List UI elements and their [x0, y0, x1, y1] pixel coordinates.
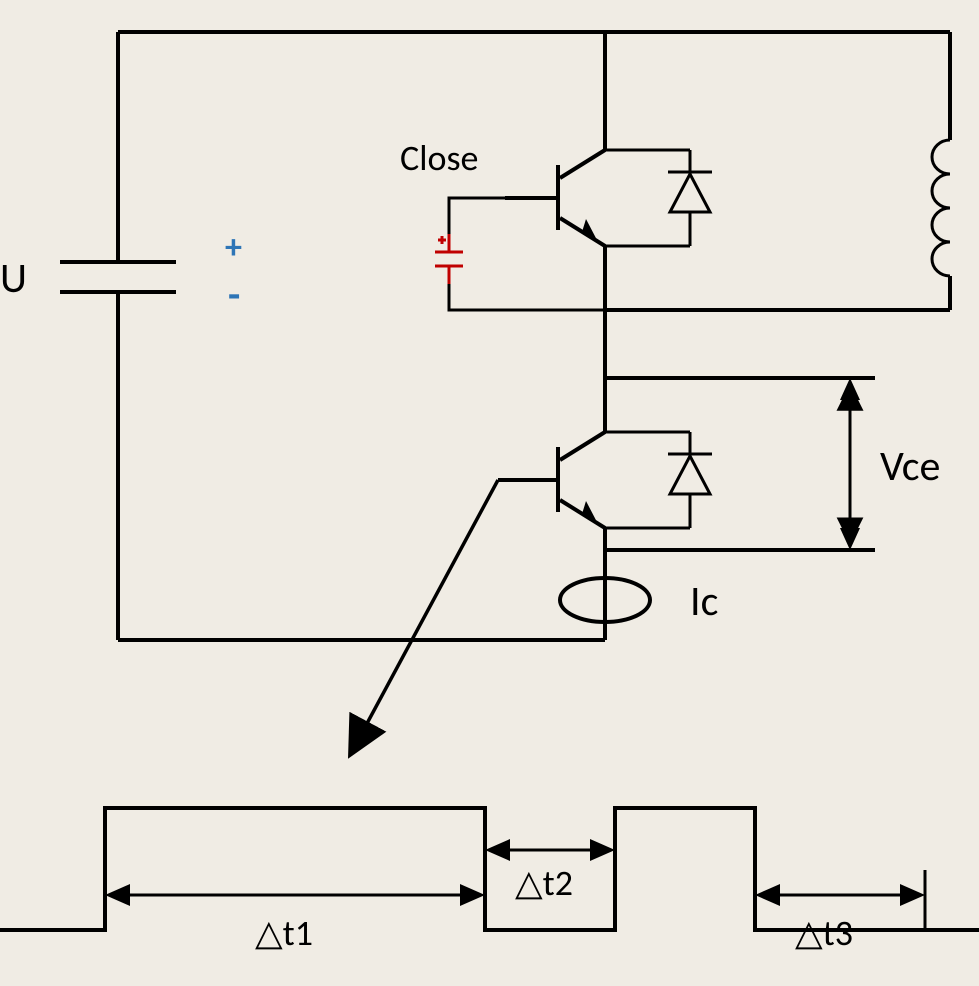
- pointer-arrow: [350, 480, 498, 755]
- timing-diagram: △t1 △t2 △t3: [0, 808, 979, 955]
- inductor: [932, 140, 950, 276]
- t2-dim: [485, 839, 615, 861]
- upper-gate-label: Close: [400, 136, 478, 180]
- source-label: U: [0, 253, 27, 304]
- source-minus: -: [228, 270, 240, 319]
- source-plus: +: [225, 227, 242, 268]
- vce-label: Vce: [880, 441, 940, 492]
- lower-igbt: [498, 410, 712, 640]
- upper-diode: [605, 150, 712, 246]
- upper-igbt: [505, 124, 712, 310]
- t2-label: △t2: [515, 861, 573, 905]
- circuit-diagram: U + -: [0, 32, 950, 755]
- t1-label: △t1: [255, 911, 313, 955]
- lower-diode: [605, 432, 712, 528]
- snubber-cap: [435, 234, 463, 284]
- ic-label: Ic: [690, 576, 718, 627]
- t3-label: △t3: [795, 911, 853, 955]
- t1-dim: [105, 884, 485, 906]
- dc-source: [60, 32, 176, 640]
